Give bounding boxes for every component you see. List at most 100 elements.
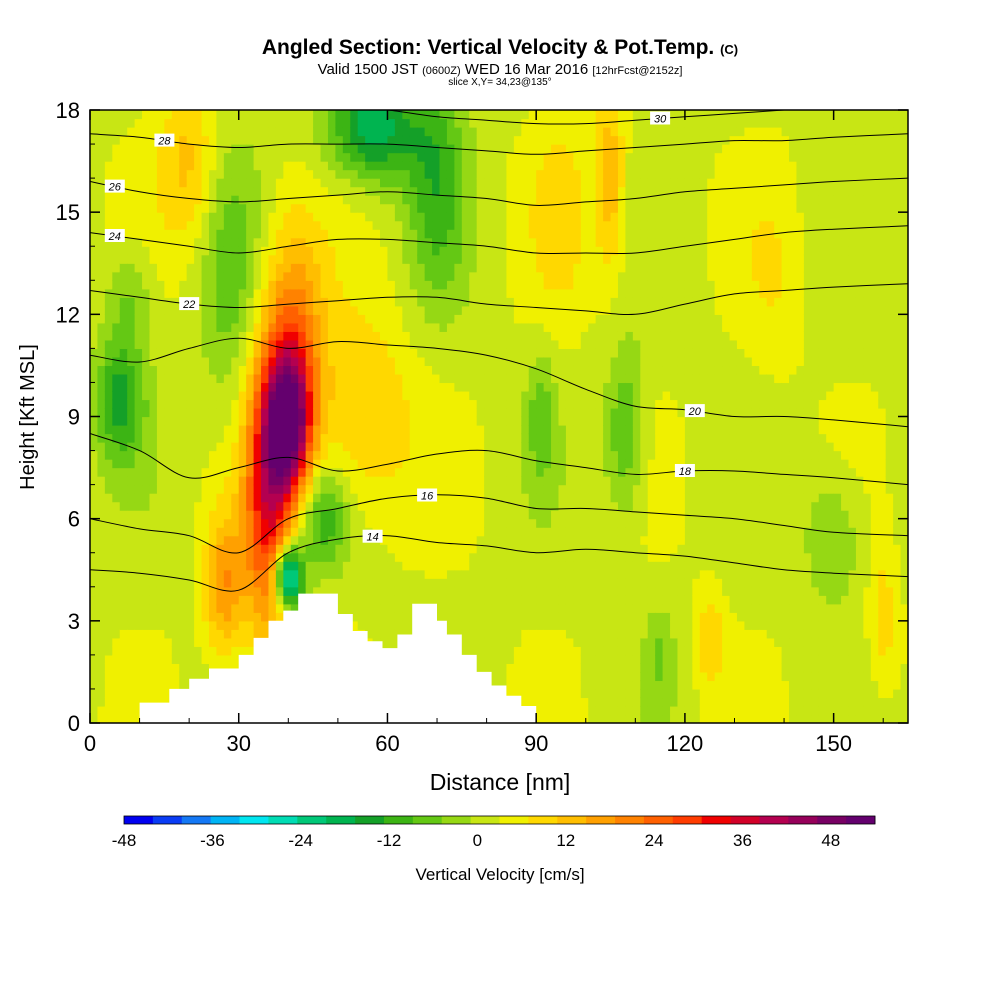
velocity-cell	[320, 476, 329, 486]
velocity-cell	[216, 493, 225, 503]
velocity-cell	[290, 135, 299, 145]
velocity-cell	[208, 246, 218, 256]
velocity-cell	[365, 118, 374, 128]
velocity-cell	[387, 476, 396, 486]
velocity-cell	[595, 322, 604, 332]
velocity-cell	[491, 484, 500, 494]
velocity-cell	[454, 314, 463, 324]
velocity-cell	[513, 603, 522, 613]
velocity-cell	[179, 612, 188, 622]
velocity-cell	[350, 263, 359, 273]
velocity-cell	[313, 586, 322, 596]
velocity-cell	[394, 314, 403, 324]
velocity-cell	[164, 254, 173, 264]
velocity-cell	[134, 254, 143, 264]
velocity-cell	[551, 518, 560, 528]
velocity-cell	[104, 339, 113, 349]
velocity-cell	[402, 629, 411, 639]
velocity-cell	[446, 399, 455, 409]
velocity-cell	[417, 501, 426, 511]
velocity-cell	[119, 271, 128, 281]
velocity-cell	[335, 365, 344, 375]
velocity-cell	[365, 348, 374, 358]
velocity-cell	[372, 152, 381, 162]
velocity-cell	[528, 382, 537, 392]
velocity-cell	[268, 459, 277, 469]
velocity-cell	[327, 186, 336, 196]
velocity-cell	[246, 578, 255, 588]
velocity-cell	[246, 322, 255, 332]
velocity-cell	[446, 314, 455, 324]
velocity-cell	[342, 135, 351, 145]
velocity-cell	[543, 144, 552, 154]
velocity-cell	[595, 629, 604, 639]
velocity-cell	[595, 356, 604, 367]
velocity-cell	[171, 348, 180, 358]
velocity-cell	[558, 714, 567, 723]
velocity-cell	[536, 714, 545, 723]
velocity-cell	[446, 135, 455, 145]
velocity-cell	[201, 646, 210, 656]
velocity-cell	[104, 356, 113, 367]
velocity-cell	[164, 365, 173, 375]
velocity-cell	[201, 186, 210, 196]
velocity-cell	[424, 195, 433, 205]
velocity-cell	[558, 705, 567, 716]
velocity-cell	[580, 339, 589, 349]
velocity-cell	[268, 467, 277, 477]
velocity-cell	[186, 178, 195, 188]
velocity-cell	[142, 263, 151, 273]
velocity-cell	[580, 195, 589, 205]
velocity-cell	[454, 288, 463, 298]
velocity-cell	[461, 586, 470, 596]
velocity-cell	[432, 586, 441, 596]
velocity-cell	[127, 467, 136, 477]
velocity-cell	[261, 595, 270, 605]
velocity-cell	[454, 501, 463, 511]
velocity-cell	[327, 467, 336, 477]
velocity-cell	[305, 212, 314, 222]
velocity-cell	[521, 314, 530, 324]
velocity-cell	[327, 178, 336, 188]
velocity-cell	[461, 484, 470, 494]
velocity-cell	[179, 356, 188, 367]
velocity-cell	[588, 195, 597, 205]
velocity-cell	[268, 518, 277, 528]
velocity-cell	[246, 476, 255, 486]
velocity-cell	[104, 552, 113, 562]
velocity-cell	[432, 442, 441, 452]
velocity-cell	[499, 535, 508, 545]
velocity-cell	[179, 365, 188, 375]
velocity-cell	[565, 680, 574, 690]
velocity-cell	[573, 390, 582, 401]
velocity-cell	[432, 476, 441, 486]
velocity-cell	[409, 254, 418, 264]
velocity-cell	[387, 629, 396, 639]
velocity-cell	[543, 203, 552, 213]
velocity-cell	[268, 578, 277, 588]
velocity-cell	[558, 220, 567, 230]
velocity-cell	[595, 586, 604, 596]
velocity-cell	[104, 365, 113, 375]
velocity-cell	[394, 339, 403, 349]
velocity-cell	[565, 603, 574, 613]
velocity-cell	[90, 433, 99, 443]
velocity-cell	[246, 178, 255, 188]
velocity-cell	[484, 476, 493, 486]
velocity-cell	[394, 246, 403, 256]
velocity-cell	[387, 535, 396, 545]
velocity-cell	[521, 237, 530, 247]
velocity-cell	[223, 399, 232, 409]
velocity-cell	[238, 229, 247, 239]
velocity-cell	[238, 569, 247, 579]
velocity-cell	[320, 195, 329, 205]
velocity-cell	[536, 442, 545, 452]
velocity-cell	[513, 271, 522, 281]
velocity-cell	[313, 569, 322, 579]
velocity-cell	[380, 612, 389, 622]
velocity-cell	[528, 407, 537, 418]
velocity-cell	[588, 271, 597, 281]
velocity-cell	[446, 518, 455, 528]
velocity-cell	[543, 501, 552, 511]
velocity-cell	[119, 705, 128, 716]
